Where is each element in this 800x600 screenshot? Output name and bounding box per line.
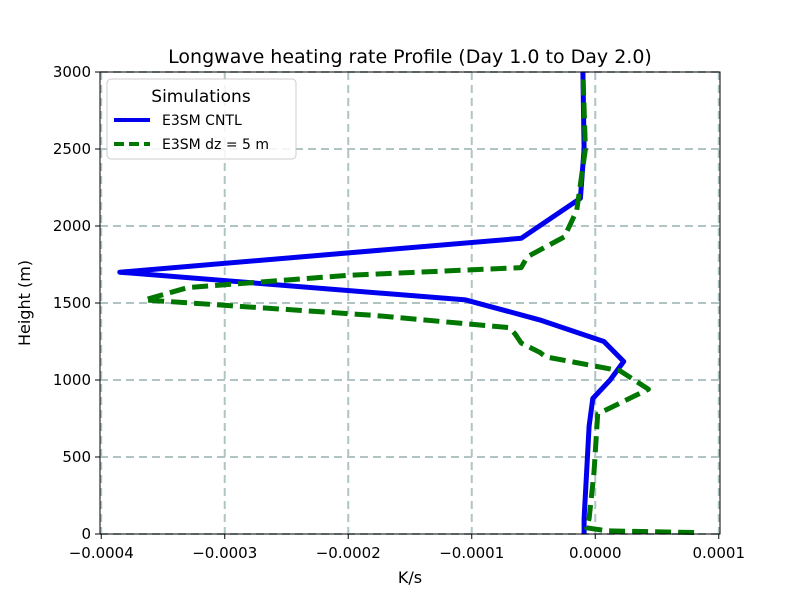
x-tick-label: 0.0000 <box>569 544 622 562</box>
legend-label-e3sm-cntl: E3SM CNTL <box>162 113 242 129</box>
x-tick-label: −0.0002 <box>316 544 381 562</box>
y-tick-label: 0 <box>81 525 91 543</box>
legend-label-e3sm-dz5: E3SM dz = 5 m <box>162 137 269 153</box>
legend: Simulations E3SM CNTL E3SM dz = 5 m <box>106 78 297 160</box>
y-tick-label: 2000 <box>53 217 91 235</box>
legend-box <box>106 78 297 160</box>
y-tick-label: 2500 <box>53 140 91 158</box>
grid <box>100 71 720 535</box>
x-axis-label: K/s <box>398 568 422 587</box>
ticks: −0.0004 −0.0003 −0.0002 −0.0001 0.0000 0.0001… <box>53 63 745 562</box>
x-tick-label: −0.0001 <box>439 544 504 562</box>
series-line-e3sm-dz5 <box>142 71 695 535</box>
y-tick-label: 1000 <box>53 371 91 389</box>
chart-title: Longwave heating rate Profile (Day 1.0 t… <box>168 46 652 68</box>
y-tick-label: 1500 <box>53 294 91 312</box>
y-tick-label: 500 <box>62 448 91 466</box>
x-tick-label: −0.0004 <box>69 544 134 562</box>
series-line-e3sm-cntl <box>117 71 627 534</box>
x-tick-label: 0.0001 <box>693 544 746 562</box>
x-tick-label: −0.0003 <box>192 544 257 562</box>
legend-title: Simulations <box>151 87 251 107</box>
series-layer <box>117 71 695 535</box>
y-axis-label: Height (m) <box>15 260 34 346</box>
y-tick-label: 3000 <box>53 63 91 81</box>
